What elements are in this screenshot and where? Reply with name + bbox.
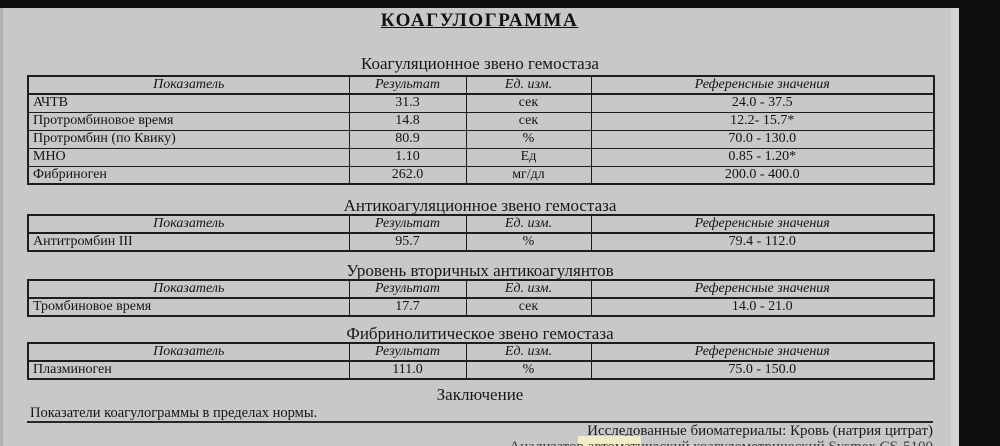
- cell-units: %: [465, 360, 592, 380]
- table-header-row: Показатель Результат Ед. изм. Референсны…: [27, 75, 935, 95]
- cell-parameter: Тромбиновое время: [27, 297, 350, 317]
- cell-reference: 14.0 - 21.0: [590, 297, 935, 317]
- table-row: Плазминоген 111.0 % 75.0 - 150.0: [27, 360, 935, 380]
- cell-result: 80.9: [348, 129, 467, 149]
- col-header-parameter: Показатель: [27, 75, 350, 95]
- biomaterials-line: Исследованные биоматериалы: Кровь (натри…: [587, 423, 933, 439]
- cell-parameter: Антитромбин III: [27, 232, 350, 252]
- cell-units: %: [465, 129, 592, 149]
- cell-parameter: Протромбин (по Квику): [27, 129, 350, 149]
- divider-line: [27, 421, 933, 423]
- cell-result: 17.7: [348, 297, 467, 317]
- col-header-parameter: Показатель: [27, 214, 350, 234]
- analyzer-line-partial: Анализатор автоматический коагулометриче…: [27, 439, 933, 446]
- cell-units: сек: [465, 93, 592, 113]
- cell-result: 262.0: [348, 165, 467, 185]
- anticoagulation-table: Показатель Результат Ед. изм. Референсны…: [27, 214, 935, 252]
- col-header-units: Ед. изм.: [465, 214, 592, 234]
- lab-report-page: КОАГУЛОГРАММА Коагуляционное звено гемос…: [0, 8, 959, 446]
- cell-reference: 75.0 - 150.0: [590, 360, 935, 380]
- table-header-row: Показатель Результат Ед. изм. Референсны…: [27, 342, 935, 362]
- col-header-result: Результат: [348, 214, 467, 234]
- fibrinolytic-table: Показатель Результат Ед. изм. Референсны…: [27, 342, 935, 380]
- cell-units: %: [465, 232, 592, 252]
- cell-units: сек: [465, 111, 592, 131]
- page-left-edge-shade: [0, 8, 3, 446]
- yellow-highlight-mark: [578, 436, 641, 446]
- col-header-units: Ед. изм.: [465, 279, 592, 299]
- cell-parameter: Фибриноген: [27, 165, 350, 185]
- cell-reference: 0.85 - 1.20*: [590, 147, 935, 167]
- col-header-result: Результат: [348, 75, 467, 95]
- cell-units: сек: [465, 297, 592, 317]
- cell-parameter: АЧТВ: [27, 93, 350, 113]
- col-header-reference: Референсные значения: [590, 214, 935, 234]
- cell-parameter: МНО: [27, 147, 350, 167]
- conclusion-heading: Заключение: [436, 385, 524, 404]
- table-row: Протромбин (по Квику) 80.9 % 70.0 - 130.…: [27, 129, 935, 149]
- section-heading-secondary-anticoagulants: Уровень вторичных антикоагулянтов: [346, 261, 614, 280]
- table-header-row: Показатель Результат Ед. изм. Референсны…: [27, 214, 935, 234]
- conclusion-text: Показатели коагулограммы в пределах норм…: [30, 405, 318, 421]
- col-header-units: Ед. изм.: [465, 342, 592, 362]
- cell-reference: 12.2- 15.7*: [590, 111, 935, 131]
- cell-parameter: Протромбиновое время: [27, 111, 350, 131]
- cell-units: мг/дл: [465, 165, 592, 185]
- cell-units: Ед: [465, 147, 592, 167]
- col-header-result: Результат: [348, 279, 467, 299]
- secondary-anticoagulants-table: Показатель Результат Ед. изм. Референсны…: [27, 279, 935, 317]
- section-heading-coagulation: Коагуляционное звено гемостаза: [361, 54, 599, 73]
- cell-reference: 200.0 - 400.0: [590, 165, 935, 185]
- section-heading-fibrinolytic: Фибринолитическое звено гемостаза: [346, 324, 614, 343]
- coagulation-table: Показатель Результат Ед. изм. Референсны…: [27, 75, 935, 185]
- table-row: Фибриноген 262.0 мг/дл 200.0 - 400.0: [27, 165, 935, 185]
- page-right-edge-shade: [951, 8, 959, 446]
- col-header-reference: Референсные значения: [590, 279, 935, 299]
- col-header-reference: Референсные значения: [590, 75, 935, 95]
- cell-reference: 24.0 - 37.5: [590, 93, 935, 113]
- report-title: КОАГУЛОГРАММА: [380, 10, 579, 31]
- col-header-reference: Референсные значения: [590, 342, 935, 362]
- table-row: МНО 1.10 Ед 0.85 - 1.20*: [27, 147, 935, 167]
- table-row: АЧТВ 31.3 сек 24.0 - 37.5: [27, 93, 935, 113]
- col-header-result: Результат: [348, 342, 467, 362]
- col-header-units: Ед. изм.: [465, 75, 592, 95]
- cell-reference: 70.0 - 130.0: [590, 129, 935, 149]
- cell-parameter: Плазминоген: [27, 360, 350, 380]
- col-header-parameter: Показатель: [27, 342, 350, 362]
- cell-result: 111.0: [348, 360, 467, 380]
- cell-result: 95.7: [348, 232, 467, 252]
- cell-result: 14.8: [348, 111, 467, 131]
- section-heading-anticoagulation: Антикоагуляционное звено гемостаза: [343, 196, 617, 215]
- table-row: Тромбиновое время 17.7 сек 14.0 - 21.0: [27, 297, 935, 317]
- cell-reference: 79.4 - 112.0: [590, 232, 935, 252]
- cell-result: 1.10: [348, 147, 467, 167]
- table-row: Антитромбин III 95.7 % 79.4 - 112.0: [27, 232, 935, 252]
- col-header-parameter: Показатель: [27, 279, 350, 299]
- cell-result: 31.3: [348, 93, 467, 113]
- table-header-row: Показатель Результат Ед. изм. Референсны…: [27, 279, 935, 299]
- table-row: Протромбиновое время 14.8 сек 12.2- 15.7…: [27, 111, 935, 131]
